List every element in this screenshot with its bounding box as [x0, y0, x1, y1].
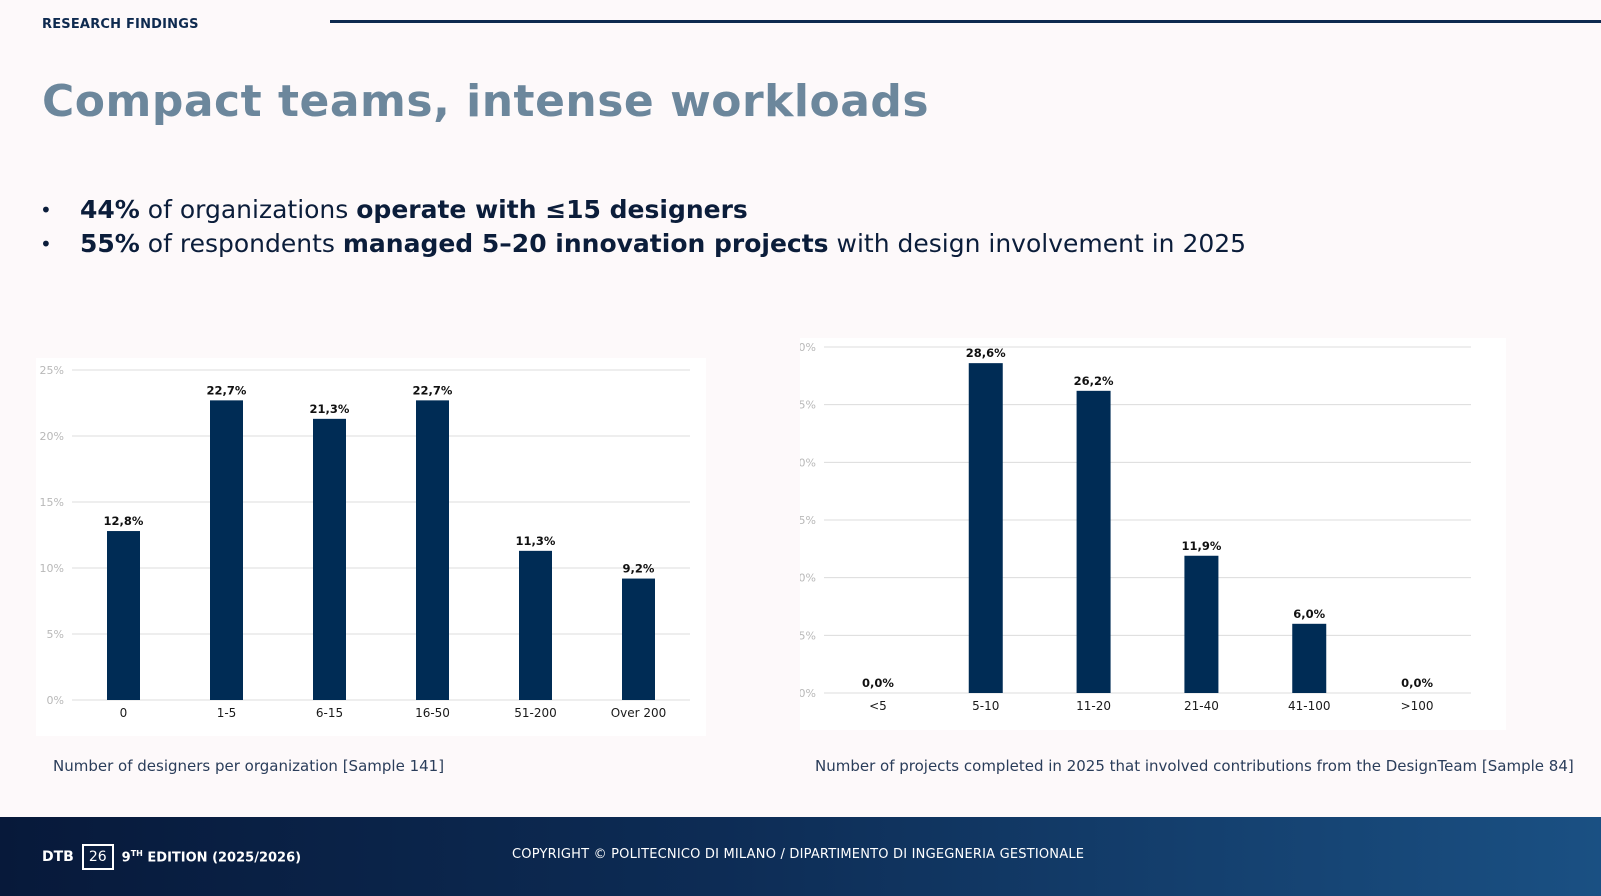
footer: DTB 26 9TH EDITION (2025/2026) COPYRIGHT… [0, 817, 1601, 896]
brand-name: DTB [42, 849, 74, 865]
projects-chart-caption: Number of projects completed in 2025 tha… [815, 757, 1574, 775]
finding-percentage: 55% [80, 229, 140, 258]
edition-ordinal-suffix: TH [130, 848, 143, 858]
bar [1292, 623, 1327, 693]
x-axis-category-label: Over 200 [611, 706, 667, 720]
designers-bar-chart: 0% 5% 10% 15% 20% 25% 12,8% 0 22,7% 1-5 21,3% 6-15 2… [40, 364, 690, 720]
y-axis-tick-label: 20% [40, 430, 64, 443]
finding-highlight: managed 5–20 innovation projects [342, 229, 829, 258]
x-axis-category-label: 6-15 [316, 706, 343, 720]
projects-chart-panel: 0% 5% 10% 15% 20% 25% 30% 0,0% <5 28,6% 5-10 26,2% 1… [800, 338, 1506, 730]
y-axis-tick-label: 20% [800, 456, 816, 469]
header-rule [330, 20, 1601, 23]
y-axis-tick-label: 5% [800, 629, 816, 642]
bar-value-label: 9,2% [623, 562, 655, 576]
y-axis-tick-label: 5% [47, 628, 64, 641]
finding-highlight: operate with ≤15 designers [356, 195, 748, 224]
bar-value-label: 12,8% [104, 514, 144, 528]
x-axis-category-label: 16-50 [415, 706, 450, 720]
bar [968, 363, 1003, 693]
y-axis-tick-label: 10% [40, 562, 64, 575]
key-findings-list: • 44% of organizations operate with ≤15 d… [40, 193, 1246, 261]
finding-text-tail: with design involvement in 2025 [828, 229, 1247, 258]
x-axis-category-label: 5-10 [972, 699, 999, 713]
bullet-icon: • [40, 232, 52, 256]
edition-ordinal: 9 [121, 850, 131, 866]
bar-value-label: 21,3% [310, 402, 350, 416]
projects-bar-chart: 0% 5% 10% 15% 20% 25% 30% 0,0% <5 28,6% 5-10 26,2% 1… [800, 341, 1471, 713]
designers-chart-panel: 0% 5% 10% 15% 20% 25% 12,8% 0 22,7% 1-5 21,3% 6-15 2… [36, 358, 706, 736]
x-axis-category-label: 1-5 [217, 706, 237, 720]
bar [1184, 555, 1219, 693]
finding-text: of respondents [139, 229, 343, 258]
finding-bullet: • 55% of respondents managed 5–20 innovat… [40, 227, 1246, 261]
bar-value-label: 0,0% [1401, 676, 1433, 690]
x-axis-category-label: <5 [869, 699, 887, 713]
y-axis-tick-label: 0% [47, 694, 64, 707]
y-axis-tick-label: 25% [800, 399, 816, 412]
bar-value-label: 22,7% [207, 383, 247, 397]
footer-brand: DTB 26 9TH EDITION (2025/2026) [42, 844, 301, 870]
bar-value-label: 6,0% [1293, 607, 1325, 621]
bar [1076, 390, 1111, 693]
finding-text: of organizations [139, 195, 357, 224]
finding-percentage: 44% [80, 195, 140, 224]
bar [416, 400, 449, 700]
bar [107, 531, 140, 700]
bar-value-label: 22,7% [413, 383, 453, 397]
x-axis-category-label: 21-40 [1184, 699, 1219, 713]
x-axis-category-label: 11-20 [1076, 699, 1111, 713]
bar-value-label: 11,9% [1181, 539, 1221, 553]
y-axis-tick-label: 10% [800, 572, 816, 585]
bar-value-label: 11,3% [516, 534, 556, 548]
y-axis-tick-label: 30% [800, 341, 816, 354]
bar-value-label: 0,0% [862, 676, 894, 690]
edition-label: 9TH EDITION (2025/2026) [122, 849, 301, 865]
y-axis-tick-label: 0% [800, 687, 816, 700]
edition-number-box: 26 [81, 844, 114, 870]
bar [210, 400, 243, 700]
x-axis-category-label: >100 [1401, 699, 1434, 713]
page-title: Compact teams, intense workloads [42, 76, 930, 127]
bar [313, 418, 346, 700]
y-axis-tick-label: 15% [800, 514, 816, 527]
bar-value-label: 28,6% [966, 346, 1006, 360]
x-axis-category-label: 51-200 [514, 706, 557, 720]
section-label: RESEARCH FINDINGS [42, 17, 199, 32]
y-axis-tick-label: 25% [40, 364, 64, 377]
designers-chart-caption: Number of designers per organization [Sa… [53, 757, 445, 775]
bar [519, 550, 552, 700]
y-axis-tick-label: 15% [40, 496, 64, 509]
bullet-icon: • [40, 198, 52, 222]
finding-bullet: • 44% of organizations operate with ≤15 d… [40, 193, 1246, 227]
x-axis-category-label: 0 [120, 706, 128, 720]
edition-text: EDITION (2025/2026) [142, 850, 302, 866]
footer-copyright: COPYRIGHT © POLITECNICO DI MILANO / DIPA… [512, 847, 1085, 862]
bar-value-label: 26,2% [1074, 374, 1114, 388]
bar [622, 578, 655, 700]
x-axis-category-label: 41-100 [1288, 699, 1331, 713]
